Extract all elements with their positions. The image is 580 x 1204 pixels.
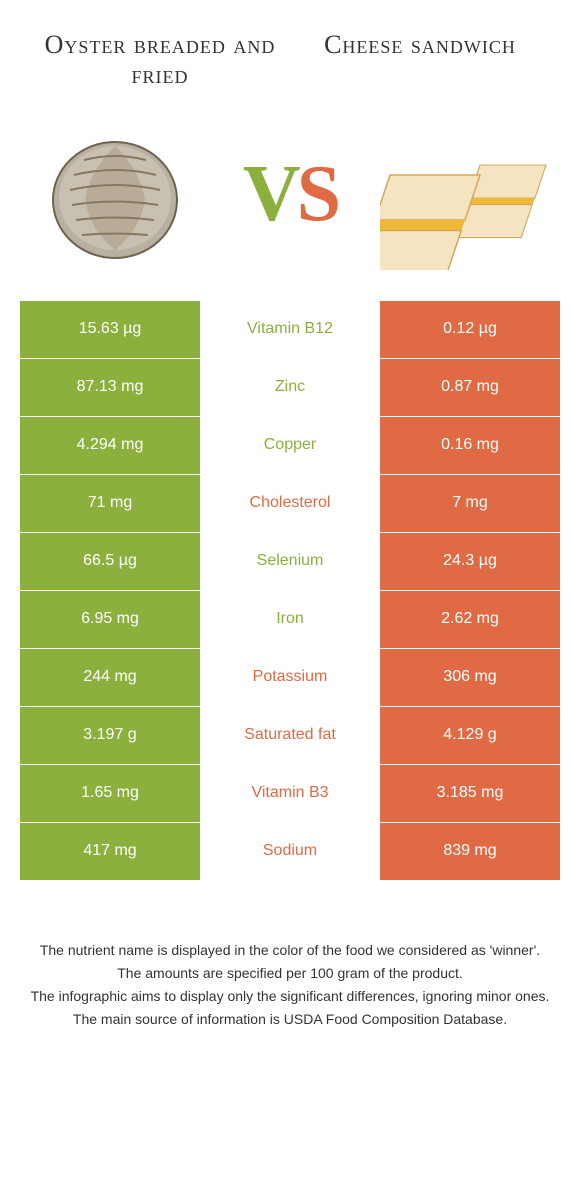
table-row: 417 mgSodium839 mg xyxy=(20,822,560,880)
nutrient-label-cell: Zinc xyxy=(200,359,380,416)
right-value-cell: 0.16 mg xyxy=(380,417,560,474)
footer-notes: The nutrient name is displayed in the co… xyxy=(0,880,580,1052)
nutrient-label-cell: Cholesterol xyxy=(200,475,380,532)
right-value-cell: 4.129 g xyxy=(380,707,560,764)
right-value-cell: 0.12 µg xyxy=(380,301,560,358)
nutrient-label-cell: Selenium xyxy=(200,533,380,590)
nutrient-label-cell: Potassium xyxy=(200,649,380,706)
footer-line-3: The infographic aims to display only the… xyxy=(30,986,550,1007)
nutrient-label-cell: Copper xyxy=(200,417,380,474)
nutrient-label-cell: Saturated fat xyxy=(200,707,380,764)
nutrient-label-cell: Vitamin B12 xyxy=(200,301,380,358)
nutrient-label-cell: Iron xyxy=(200,591,380,648)
oyster-icon xyxy=(30,120,200,270)
nutrient-comparison-table: 15.63 µgVitamin B120.12 µg87.13 mgZinc0.… xyxy=(20,300,560,880)
right-food-image xyxy=(380,120,550,270)
vs-v-letter: V xyxy=(243,150,297,238)
table-row: 87.13 mgZinc0.87 mg xyxy=(20,358,560,416)
footer-line-4: The main source of information is USDA F… xyxy=(30,1009,550,1030)
right-value-cell: 2.62 mg xyxy=(380,591,560,648)
nutrient-label-cell: Vitamin B3 xyxy=(200,765,380,822)
table-row: 6.95 mgIron2.62 mg xyxy=(20,590,560,648)
left-value-cell: 6.95 mg xyxy=(20,591,200,648)
footer-line-2: The amounts are specified per 100 gram o… xyxy=(30,963,550,984)
table-row: 3.197 gSaturated fat4.129 g xyxy=(20,706,560,764)
table-row: 15.63 µgVitamin B120.12 µg xyxy=(20,300,560,358)
table-row: 66.5 µgSelenium24.3 µg xyxy=(20,532,560,590)
header: Oyster breaded and fried Cheese sandwich xyxy=(0,0,580,100)
vs-label: VS xyxy=(243,149,337,240)
left-value-cell: 3.197 g xyxy=(20,707,200,764)
table-row: 4.294 mgCopper0.16 mg xyxy=(20,416,560,474)
vs-row: VS xyxy=(0,100,580,300)
left-value-cell: 417 mg xyxy=(20,823,200,880)
right-food-title: Cheese sandwich xyxy=(300,30,540,60)
left-value-cell: 244 mg xyxy=(20,649,200,706)
sandwich-icon xyxy=(380,120,550,270)
right-value-cell: 306 mg xyxy=(380,649,560,706)
right-value-cell: 7 mg xyxy=(380,475,560,532)
left-value-cell: 71 mg xyxy=(20,475,200,532)
right-value-cell: 0.87 mg xyxy=(380,359,560,416)
nutrient-label-cell: Sodium xyxy=(200,823,380,880)
left-value-cell: 66.5 µg xyxy=(20,533,200,590)
footer-line-1: The nutrient name is displayed in the co… xyxy=(30,940,550,961)
left-value-cell: 15.63 µg xyxy=(20,301,200,358)
left-value-cell: 4.294 mg xyxy=(20,417,200,474)
right-value-cell: 839 mg xyxy=(380,823,560,880)
vs-s-letter: S xyxy=(297,150,338,238)
left-food-image xyxy=(30,120,200,270)
table-row: 1.65 mgVitamin B33.185 mg xyxy=(20,764,560,822)
table-row: 71 mgCholesterol7 mg xyxy=(20,474,560,532)
right-value-cell: 24.3 µg xyxy=(380,533,560,590)
left-value-cell: 87.13 mg xyxy=(20,359,200,416)
left-food-title: Oyster breaded and fried xyxy=(40,30,280,90)
table-row: 244 mgPotassium306 mg xyxy=(20,648,560,706)
left-value-cell: 1.65 mg xyxy=(20,765,200,822)
right-value-cell: 3.185 mg xyxy=(380,765,560,822)
